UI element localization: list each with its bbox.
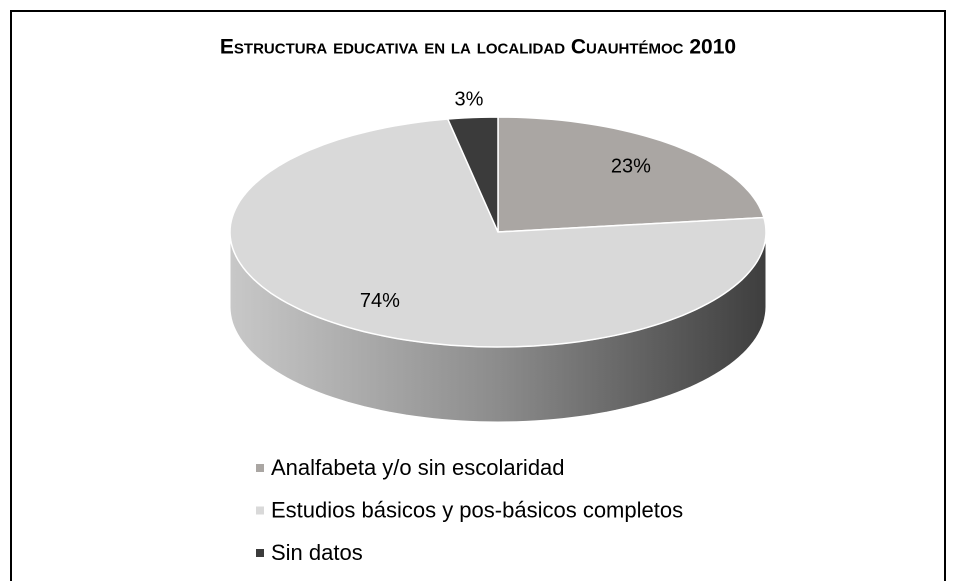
chart-title: Estructura educativa en la localidad Cua…: [220, 36, 736, 59]
data-label: 74%: [360, 290, 400, 312]
data-label: 3%: [455, 89, 484, 111]
legend-swatch: [256, 506, 264, 515]
pie-slice: [497, 116, 765, 233]
pie-slice: [446, 116, 499, 233]
legend-label: Analfabeta y/o sin escolaridad: [271, 455, 565, 480]
legend-swatch: [256, 464, 264, 472]
pie-slice: [229, 118, 767, 348]
legend-label: Sin datos: [271, 540, 363, 565]
legend-label: Estudios básicos y pos-básicos completos: [271, 497, 683, 522]
legend-swatch: [256, 549, 264, 557]
data-label: 23%: [611, 156, 651, 178]
